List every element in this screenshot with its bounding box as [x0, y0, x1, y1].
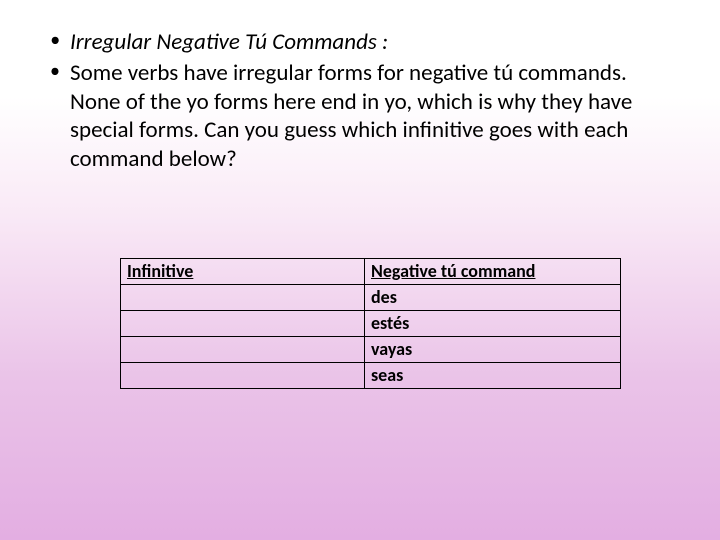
col-header-infinitive: Infinitive [121, 258, 365, 284]
cell-command: des [365, 284, 621, 310]
bullet-title: Irregular Negative Tú Commands : [48, 28, 672, 57]
bullet-list: Irregular Negative Tú Commands : Some ve… [48, 28, 672, 174]
cell-infinitive [121, 362, 365, 388]
table-row: vayas [121, 336, 621, 362]
cell-infinitive [121, 336, 365, 362]
cell-command: estés [365, 310, 621, 336]
cell-command: vayas [365, 336, 621, 362]
cell-command: seas [365, 362, 621, 388]
table-row: seas [121, 362, 621, 388]
slide: Irregular Negative Tú Commands : Some ve… [0, 0, 720, 540]
cell-infinitive [121, 284, 365, 310]
bullet-title-text: Irregular Negative Tú Commands : [70, 28, 388, 56]
cell-infinitive [121, 310, 365, 336]
commands-table: Infinitive Negative tú command des estés… [120, 258, 621, 389]
table-header-row: Infinitive Negative tú command [121, 258, 621, 284]
commands-table-wrap: Infinitive Negative tú command des estés… [120, 258, 672, 389]
table-row: estés [121, 310, 621, 336]
bullet-body-text: Some verbs have irregular forms for nega… [70, 59, 632, 173]
col-header-negative-tu: Negative tú command [365, 258, 621, 284]
bullet-body: Some verbs have irregular forms for nega… [48, 59, 672, 174]
table-row: des [121, 284, 621, 310]
